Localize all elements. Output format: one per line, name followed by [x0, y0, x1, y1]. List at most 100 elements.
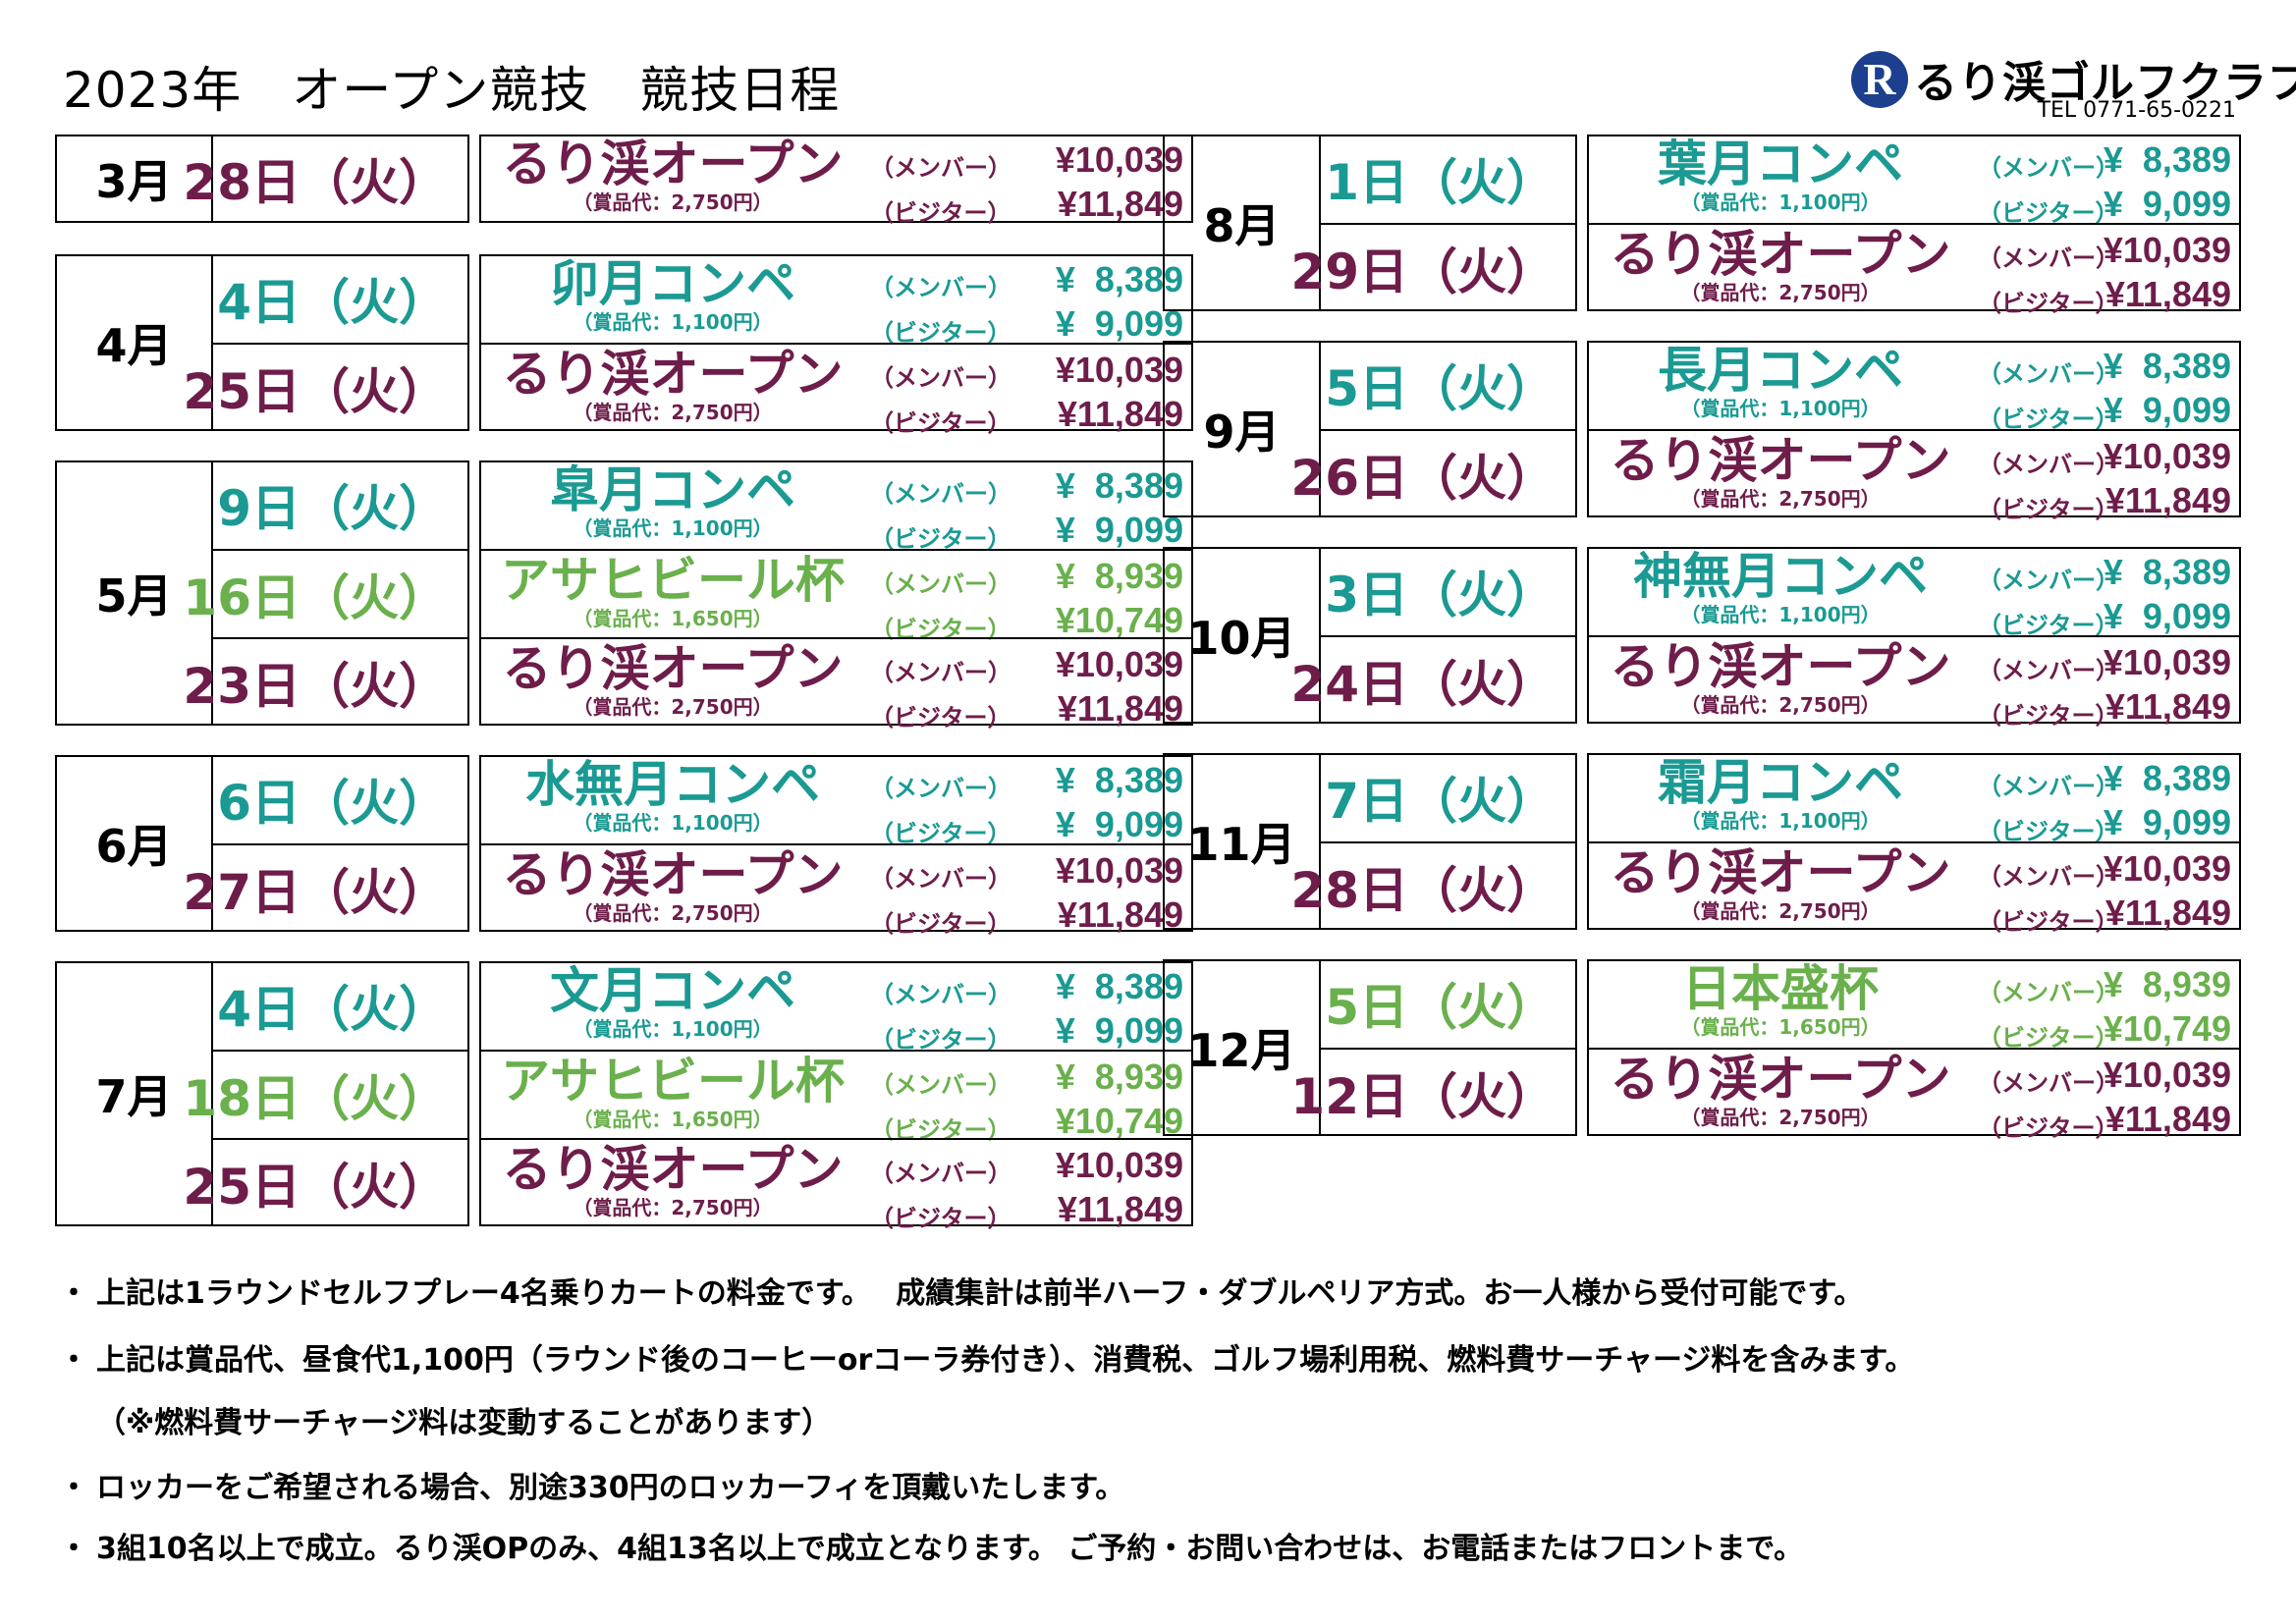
month-label: 9月: [1165, 343, 1321, 515]
event-date: 26日（火）: [1290, 429, 1575, 517]
month-date-box: 9月 5日（火） 26日（火）: [1163, 341, 1577, 517]
event-prize: （賞品代：1,100円）: [573, 1017, 773, 1041]
event-row: るり渓オープン （賞品代：2,750円） （メンバー） ¥10,039 （ビジター） ¥1…: [1589, 223, 2239, 317]
visitor-price: ¥ 9,099: [2103, 596, 2231, 636]
event-prize: （賞品代：1,100円）: [573, 516, 773, 540]
club-telephone: TEL 0771-65-0221: [2037, 98, 2236, 123]
event-date: 23日（火）: [183, 637, 467, 726]
note-bullet: ・: [59, 1343, 88, 1378]
event-box: 皐月コンペ （賞品代：1,100円） （メンバー） ¥ 8,389 （ビジター） ¥ 9,…: [479, 460, 1193, 731]
event-box: 卯月コンペ （賞品代：1,100円） （メンバー） ¥ 8,389 （ビジター） ¥ 9,…: [479, 254, 1193, 437]
member-price-label: （メンバー）: [870, 981, 1011, 1008]
event-prize: （賞品代：2,750円）: [573, 1196, 773, 1219]
visitor-price: ¥11,849: [1057, 1189, 1183, 1229]
visitor-price-label: （ビジター）: [870, 319, 1011, 347]
event-prize: （賞品代：2,750円）: [1680, 693, 1881, 717]
member-price-label: （メンバー）: [870, 865, 1011, 893]
visitor-price: ¥10,749: [2103, 1008, 2231, 1049]
visitor-price: ¥11,849: [2105, 480, 2231, 520]
member-price: ¥10,039: [1055, 644, 1183, 684]
member-price: ¥10,039: [2103, 436, 2231, 476]
month-label: 10月: [1165, 549, 1321, 722]
event-row: 長月コンペ （賞品代：1,100円） （メンバー） ¥ 8,389 （ビジター） ¥ 9,…: [1589, 341, 2239, 433]
event-prize: （賞品代：2,750円）: [1680, 281, 1881, 304]
member-price: ¥ 8,389: [2103, 758, 2231, 798]
event-box: 水無月コンペ （賞品代：1,100円） （メンバー） ¥ 8,389 （ビジター） ¥ 9…: [479, 755, 1193, 938]
event-name: るり渓オープン: [1610, 226, 1951, 283]
member-price: ¥10,039: [2103, 1055, 2231, 1095]
member-price-label: （メンバー）: [870, 274, 1011, 301]
member-price-label: （メンバー）: [870, 480, 1011, 508]
event-row: るり渓オープン （賞品代：2,750円） （メンバー） ¥10,039 （ビジター） ¥1…: [1589, 429, 2239, 523]
visitor-price: ¥ 9,099: [2103, 390, 2231, 430]
event-date: 16日（火）: [183, 549, 467, 637]
member-price-label: （メンバー）: [870, 570, 1011, 598]
month-date-box: 6月 6日（火） 27日（火）: [55, 755, 469, 932]
event-prize: （賞品代：1,100円）: [573, 811, 773, 835]
visitor-price: ¥11,849: [2105, 686, 2231, 727]
member-price: ¥ 8,389: [2103, 552, 2231, 592]
event-name: るり渓オープン: [1610, 844, 1951, 901]
event-date: 7日（火）: [1325, 773, 1556, 830]
note-item: （※燃料費サーチャージ料は変動することがあります）: [59, 1398, 831, 1441]
member-price-label: （メンバー）: [1978, 863, 2119, 891]
visitor-price-label: （ビジター）: [1978, 290, 2119, 317]
member-price: ¥10,039: [1055, 350, 1183, 390]
event-box: 日本盛杯 （賞品代：1,650円） （メンバー） ¥ 8,939 （ビジター） ¥10,7…: [1587, 959, 2241, 1142]
member-price: ¥10,039: [2103, 642, 2231, 682]
club-logo: R るり渓ゴルフクラブ TEL 0771-65-0221: [1851, 47, 2296, 134]
visitor-price-label: （ビジター）: [1978, 1114, 2119, 1142]
event-name: 文月コンペ: [550, 962, 795, 1019]
note-item: ・上記は賞品代、昼食代1,100円（ラウンド後のコーヒーorコーラ券付き）、消費…: [59, 1335, 1914, 1379]
month-label: 6月: [57, 757, 213, 930]
event-box: 文月コンペ （賞品代：1,100円） （メンバー） ¥ 8,389 （ビジター） ¥ 9,…: [479, 961, 1193, 1232]
member-price-label: （メンバー）: [1978, 244, 2119, 272]
member-price-label: （メンバー）: [870, 659, 1011, 686]
month-label: 8月: [1165, 136, 1321, 309]
note-bullet: ・: [59, 1471, 88, 1505]
member-price: ¥ 8,389: [1055, 465, 1183, 506]
event-name: アサヒビール杯: [501, 1053, 845, 1110]
event-prize: （賞品代：2,750円）: [1680, 899, 1881, 923]
member-price-label: （メンバー）: [870, 154, 1011, 182]
event-prize: （賞品代：2,750円）: [573, 901, 773, 925]
visitor-price-label: （ビジター）: [870, 704, 1011, 731]
member-price-label: （メンバー）: [1978, 979, 2119, 1006]
event-date: 25日（火）: [183, 1138, 467, 1226]
event-date: 28日（火）: [183, 154, 448, 211]
event-row: アサヒビール杯 （賞品代：1,650円） （メンバー） ¥ 8,939 （ビジター） ¥1…: [481, 1050, 1191, 1144]
member-price: ¥ 8,389: [2103, 139, 2231, 180]
event-name: 霜月コンペ: [1658, 754, 1903, 811]
event-row: 霜月コンペ （賞品代：1,100円） （メンバー） ¥ 8,389 （ビジター） ¥ 9,…: [1589, 753, 2239, 845]
note-item: ・ロッカーをご希望される場合、別途330円のロッカーフィを頂戴いたします。: [59, 1463, 1124, 1506]
note-item: ・ 3組10名以上で成立。るり渓OPのみ、4組13名以上で成立となります。 ご予約…: [59, 1524, 1803, 1567]
visitor-price: ¥10,749: [1055, 600, 1183, 640]
member-price: ¥ 8,389: [2103, 346, 2231, 386]
member-price-label: （メンバー）: [1978, 360, 2119, 388]
visitor-price: ¥11,849: [1057, 688, 1183, 729]
event-box: 霜月コンペ （賞品代：1,100円） （メンバー） ¥ 8,389 （ビジター） ¥ 9,…: [1587, 753, 2241, 936]
month-label: 12月: [1165, 961, 1321, 1134]
event-date: 5日（火）: [1325, 979, 1556, 1036]
visitor-price-label: （ビジター）: [870, 525, 1011, 553]
event-date: 3日（火）: [1325, 567, 1556, 623]
visitor-price-label: （ビジター）: [1978, 1024, 2119, 1052]
member-price: ¥ 8,389: [1055, 259, 1183, 299]
member-price: ¥ 8,939: [1055, 1056, 1183, 1097]
month-date-box: 4月 4日（火） 25日（火）: [55, 254, 469, 431]
event-name: るり渓オープン: [502, 1141, 844, 1198]
event-date: 4日（火）: [217, 274, 448, 331]
member-price: ¥10,039: [1055, 139, 1183, 180]
event-prize: （賞品代：1,100円）: [1680, 397, 1881, 420]
month-block: 9月 5日（火） 26日（火） 長月コンペ （賞品代：1,100円） （メンバー） ¥ 8,…: [1163, 341, 2241, 523]
note-bullet: ・: [59, 1532, 88, 1566]
event-name: るり渓オープン: [502, 346, 844, 403]
event-date: 12日（火）: [1290, 1048, 1575, 1136]
event-prize: （賞品代：2,750円）: [573, 695, 773, 719]
event-prize: （賞品代：1,650円）: [573, 607, 773, 630]
event-name: アサヒビール杯: [501, 552, 845, 609]
event-name: るり渓オープン: [502, 135, 844, 192]
event-date: 18日（火）: [183, 1050, 467, 1138]
member-price-label: （メンバー）: [1978, 657, 2119, 684]
event-row: 水無月コンペ （賞品代：1,100円） （メンバー） ¥ 8,389 （ビジター） ¥ 9…: [481, 755, 1191, 847]
